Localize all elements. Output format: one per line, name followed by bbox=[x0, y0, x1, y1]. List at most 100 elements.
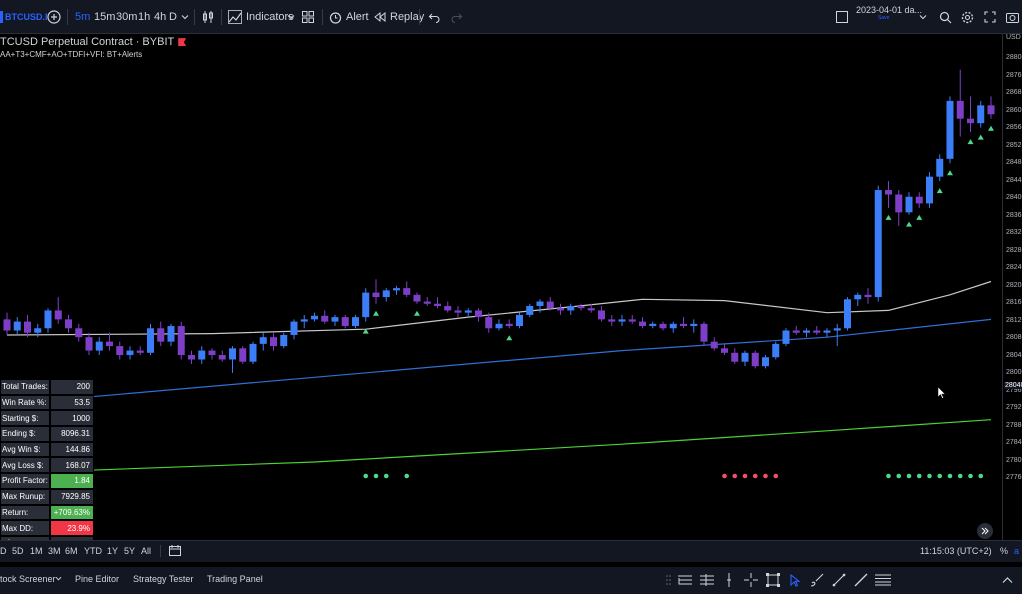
brush-tool-icon[interactable] bbox=[808, 571, 826, 589]
price-tick-label: 28080 bbox=[1006, 334, 1022, 341]
vertical-line-tool-icon[interactable] bbox=[720, 571, 738, 589]
candle-body bbox=[341, 317, 349, 327]
alert-button[interactable]: Alert bbox=[329, 0, 369, 34]
scroll-to-realtime-button[interactable] bbox=[977, 523, 993, 539]
fib-retracement-icon[interactable] bbox=[874, 571, 892, 589]
signal-dot-green bbox=[957, 473, 963, 479]
interval-5m[interactable]: 5m bbox=[75, 11, 91, 23]
candle-body bbox=[24, 321, 31, 333]
candle-body bbox=[915, 196, 923, 204]
layout-square-icon[interactable] bbox=[836, 0, 848, 34]
candle-body bbox=[413, 294, 421, 302]
candle-body bbox=[731, 352, 739, 362]
interval-4h[interactable]: 4h bbox=[154, 11, 167, 23]
price-tick-label: 27960 bbox=[1006, 386, 1022, 394]
candle-body bbox=[331, 317, 339, 322]
price-tick-label: 28440 bbox=[1006, 176, 1022, 184]
crosshair-icon[interactable] bbox=[742, 571, 760, 589]
tab-strategy-tester[interactable]: Strategy Tester bbox=[133, 574, 194, 584]
range-ytd[interactable]: YTD bbox=[84, 546, 102, 556]
candle-body bbox=[874, 190, 882, 298]
candle-body bbox=[577, 305, 585, 309]
rectangle-tool-icon[interactable] bbox=[764, 571, 782, 589]
range-d[interactable]: D bbox=[0, 546, 7, 556]
indicators-button[interactable]: Indicators bbox=[228, 0, 294, 34]
price-chart-canvas[interactable] bbox=[0, 34, 1002, 520]
candle-body bbox=[956, 100, 964, 119]
candle-body bbox=[628, 319, 636, 322]
trendline-tool-icon[interactable] bbox=[830, 571, 848, 589]
candle-body bbox=[136, 350, 144, 353]
chart-pane[interactable]: TCUSD Perpetual Contract · BYBIT AA+T3+C… bbox=[0, 34, 1002, 540]
price-tick-label: 28200 bbox=[1006, 281, 1022, 289]
current-price-label: 28040 bbox=[1004, 382, 1022, 389]
compare-add-symbol-icon[interactable] bbox=[47, 0, 61, 34]
flag-icon[interactable] bbox=[178, 38, 187, 47]
buy-signal-marker bbox=[977, 134, 984, 140]
range-all[interactable]: All bbox=[141, 546, 152, 556]
candle-body bbox=[147, 328, 154, 353]
indicators-chevron-icon[interactable] bbox=[287, 0, 295, 34]
range-5y[interactable]: 5Y bbox=[124, 546, 136, 556]
candle-body bbox=[516, 314, 523, 327]
go-to-date-icon[interactable] bbox=[169, 545, 181, 558]
signal-dot-green bbox=[947, 473, 953, 479]
replay-button[interactable]: Replay bbox=[374, 0, 424, 34]
candle-type-icon[interactable] bbox=[201, 0, 215, 34]
stock-screener-chevron-icon[interactable] bbox=[55, 574, 62, 584]
fullscreen-icon[interactable] bbox=[984, 0, 996, 34]
interval-15m[interactable]: 15m bbox=[94, 11, 116, 23]
indicators-icon bbox=[228, 10, 242, 24]
candle-body bbox=[475, 310, 482, 318]
tab-stock-screener[interactable]: tock Screener bbox=[0, 574, 56, 584]
layout-chevron-icon[interactable] bbox=[919, 0, 927, 34]
collapse-panel-chevron-icon[interactable] bbox=[998, 571, 1016, 589]
stats-value: 29.1.2023 bbox=[50, 535, 94, 540]
buy-signal-marker bbox=[414, 310, 420, 316]
candle-body bbox=[587, 308, 595, 311]
undo-icon[interactable] bbox=[428, 0, 440, 34]
line-tool-icon[interactable] bbox=[852, 571, 870, 589]
range-1m[interactable]: 1M bbox=[30, 546, 43, 556]
ma-white-line bbox=[6, 280, 992, 336]
candle-body bbox=[464, 310, 472, 313]
interval-dropdown-chevron-icon[interactable] bbox=[181, 0, 189, 34]
auto-scale-toggle[interactable]: a bbox=[1014, 546, 1020, 556]
stats-label: Return: bbox=[0, 504, 50, 521]
price-tick-label: 27880 bbox=[1006, 421, 1022, 429]
cursor-arrow-icon[interactable] bbox=[786, 571, 804, 589]
object-tree-icon[interactable] bbox=[676, 571, 694, 589]
gear-icon[interactable] bbox=[961, 0, 974, 34]
interval-1h[interactable]: 1h bbox=[138, 11, 151, 23]
candle-body bbox=[659, 323, 667, 329]
layout-name-button[interactable]: 2023-04-01 da... Save bbox=[856, 0, 922, 30]
candle-body bbox=[505, 323, 513, 327]
price-scale[interactable]: USD 28800 28760 28680 28600 28560 28520 28480 2… bbox=[1002, 34, 1022, 540]
interval-30m[interactable]: 30m bbox=[116, 11, 138, 23]
candle-body bbox=[393, 288, 400, 291]
range-6m[interactable]: 6M bbox=[65, 546, 78, 556]
templates-grid-icon[interactable] bbox=[302, 0, 314, 34]
candle-body bbox=[721, 348, 728, 353]
stats-row: Avg Loss $: 168.07 bbox=[0, 457, 94, 474]
percent-scale-toggle[interactable]: % bbox=[1000, 546, 1009, 556]
range-5d[interactable]: 5D bbox=[12, 546, 24, 556]
data-window-icon[interactable] bbox=[698, 571, 716, 589]
candle-body bbox=[54, 310, 62, 320]
interval-d[interactable]: D bbox=[169, 11, 177, 23]
range-3m[interactable]: 3M bbox=[48, 546, 61, 556]
tab-trading-panel[interactable]: Trading Panel bbox=[207, 574, 263, 584]
tab-pine-editor[interactable]: Pine Editor bbox=[75, 574, 120, 584]
redo-icon[interactable] bbox=[451, 0, 463, 34]
snapshot-camera-icon[interactable] bbox=[1006, 0, 1019, 34]
drag-handle-icon[interactable] bbox=[660, 571, 678, 589]
search-icon[interactable] bbox=[939, 0, 952, 34]
symbol-search-button[interactable]: BTCUSD.I bbox=[0, 0, 48, 34]
range-1y[interactable]: 1Y bbox=[107, 546, 119, 556]
indicator-legend[interactable]: AA+T3+CMF+AO+TDFI+VFI: BT+Alerts bbox=[0, 50, 143, 59]
price-tick-label: 28760 bbox=[1006, 71, 1022, 79]
candle-body bbox=[382, 290, 390, 298]
alert-clock-icon bbox=[329, 11, 342, 24]
stats-row: Win Rate %: 53.5 bbox=[0, 394, 94, 411]
clock-timezone[interactable]: 11:15:03 (UTC+2) bbox=[920, 546, 992, 556]
